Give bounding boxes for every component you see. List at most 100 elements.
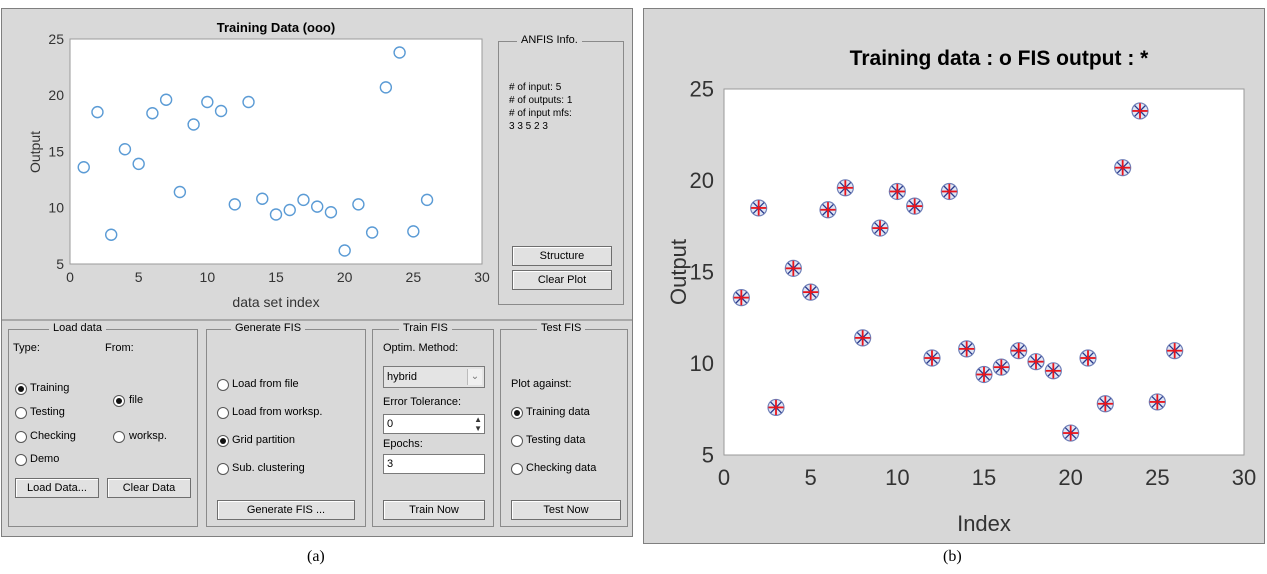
chevron-down-icon[interactable]: ⌄ — [467, 369, 482, 385]
chart-title: Training data : o FIS output : * — [850, 47, 1149, 70]
training-data-point — [256, 192, 269, 205]
error-tolerance-field[interactable]: 0 ▲ ▼ — [383, 414, 485, 434]
epochs-field[interactable]: 3 — [383, 454, 485, 474]
fis-output-point — [1063, 425, 1079, 441]
radio-source-file-label: file — [129, 394, 144, 406]
fis-output-point — [855, 330, 871, 346]
optim-method-label: Optim. Method: — [383, 342, 459, 354]
radio-load-from-workspace[interactable] — [217, 407, 229, 419]
radio-load-from-workspace-label: Load from worksp. — [232, 406, 323, 418]
training-data-point — [104, 228, 118, 241]
fis-output-point — [1028, 354, 1044, 370]
epochs-label: Epochs: — [383, 438, 423, 450]
y-tick-label: 10 — [690, 351, 714, 376]
training-data-point — [187, 118, 200, 131]
y-tick-label: 25 — [48, 31, 64, 47]
radio-sub-clustering-label: Sub. clustering — [232, 462, 305, 474]
structure-button[interactable]: Structure — [512, 246, 612, 266]
plot-area — [723, 88, 1245, 456]
radio-load-from-file[interactable] — [217, 379, 229, 391]
training-data-point — [297, 193, 310, 207]
fis-output-point — [872, 220, 888, 236]
y-tick-label: 5 — [56, 256, 64, 272]
y-tick-label: 20 — [48, 87, 64, 103]
train-now-button[interactable]: Train Now — [383, 500, 485, 520]
training-data-point — [146, 107, 159, 120]
caption-a: (a) — [307, 548, 325, 565]
training-data-point — [228, 198, 242, 211]
x-tick-label: 15 — [268, 269, 284, 285]
radio-checking-data[interactable] — [511, 463, 523, 475]
radio-source-file[interactable] — [113, 395, 125, 407]
y-axis-label: Output — [666, 239, 691, 305]
training-data-point — [283, 203, 296, 217]
training-data-point — [338, 244, 351, 257]
load-data-button[interactable]: Load Data... — [15, 478, 99, 498]
generate-fis-title: Generate FIS — [231, 322, 306, 334]
fis-output-point — [1045, 363, 1061, 379]
training-data-point — [365, 226, 379, 239]
radio-testing-label: Testing — [30, 406, 65, 418]
radio-testing[interactable] — [15, 407, 27, 419]
radio-checking[interactable] — [15, 431, 27, 443]
fis-output-point — [907, 198, 923, 214]
training-data-point — [214, 104, 228, 118]
fis-output-point — [1080, 350, 1096, 366]
spinner-arrows-icon[interactable]: ▲ ▼ — [474, 415, 482, 433]
radio-testing-data[interactable] — [511, 435, 523, 447]
generate-fis-group: Generate FIS Load from file Load from wo… — [206, 322, 366, 527]
fis-output-point — [785, 260, 801, 276]
radio-grid-partition[interactable] — [217, 435, 229, 447]
training-data-point — [118, 143, 132, 156]
clear-data-button[interactable]: Clear Data — [107, 478, 191, 498]
fis-output-point — [941, 183, 957, 200]
training-data-point — [393, 46, 406, 59]
info-inputs: # of input: 5 — [509, 82, 562, 93]
training-data-point — [269, 208, 283, 221]
clear-plot-button[interactable]: Clear Plot — [512, 270, 612, 290]
radio-sub-clustering[interactable] — [217, 463, 229, 475]
fis-output-point — [820, 202, 836, 218]
y-tick-label: 10 — [48, 200, 64, 216]
radio-checking-label: Checking — [30, 430, 76, 442]
training-data-point — [407, 225, 420, 238]
type-label: Type: — [13, 342, 40, 354]
fis-output-point — [889, 183, 905, 200]
fis-output-point — [1097, 396, 1113, 412]
fis-output-point — [751, 200, 767, 216]
info-input-mfs: # of input mfs: — [509, 108, 572, 119]
training-data-point — [132, 157, 145, 171]
load-data-group: Load data Type: From: Training Testing C… — [8, 322, 198, 527]
fis-output-point — [976, 366, 992, 383]
y-axis-label: Output — [27, 131, 43, 173]
info-mf-counts: 3 3 5 2 3 — [509, 121, 548, 132]
divider — [2, 319, 632, 321]
radio-demo-label: Demo — [30, 453, 60, 465]
radio-source-workspace-label: worksp. — [129, 430, 167, 442]
anfis-info-group: ANFIS Info. # of input: 5 # of outputs: … — [498, 34, 624, 305]
radio-source-workspace[interactable] — [113, 431, 125, 443]
radio-grid-partition-label: Grid partition — [232, 434, 295, 446]
test-fis-group: Test FIS Plot against: Training data Tes… — [500, 322, 628, 527]
training-data-point — [201, 95, 214, 109]
radio-training[interactable] — [15, 383, 27, 395]
fis-output-point — [837, 180, 853, 196]
fis-output-point — [1167, 343, 1183, 359]
optim-method-select[interactable]: hybrid ⌄ — [383, 366, 485, 388]
radio-training-label: Training — [30, 382, 70, 394]
generate-fis-button[interactable]: Generate FIS ... — [217, 500, 355, 520]
plot-against-label: Plot against: — [511, 378, 572, 390]
fis-output-figure: Training data : o FIS output : * 5 10 15 20… — [643, 8, 1265, 544]
load-data-title: Load data — [49, 322, 106, 334]
fis-output-point — [1149, 394, 1165, 410]
radio-training-data[interactable] — [511, 407, 523, 419]
error-tolerance-label: Error Tolerance: — [383, 396, 462, 408]
y-tick-label: 15 — [48, 143, 64, 159]
x-tick-label: 0 — [718, 465, 730, 490]
training-data-point — [242, 95, 255, 109]
test-now-button[interactable]: Test Now — [511, 500, 621, 520]
x-tick-label: 20 — [337, 269, 353, 285]
error-tolerance-value: 0 — [387, 418, 394, 430]
radio-demo[interactable] — [15, 454, 27, 466]
